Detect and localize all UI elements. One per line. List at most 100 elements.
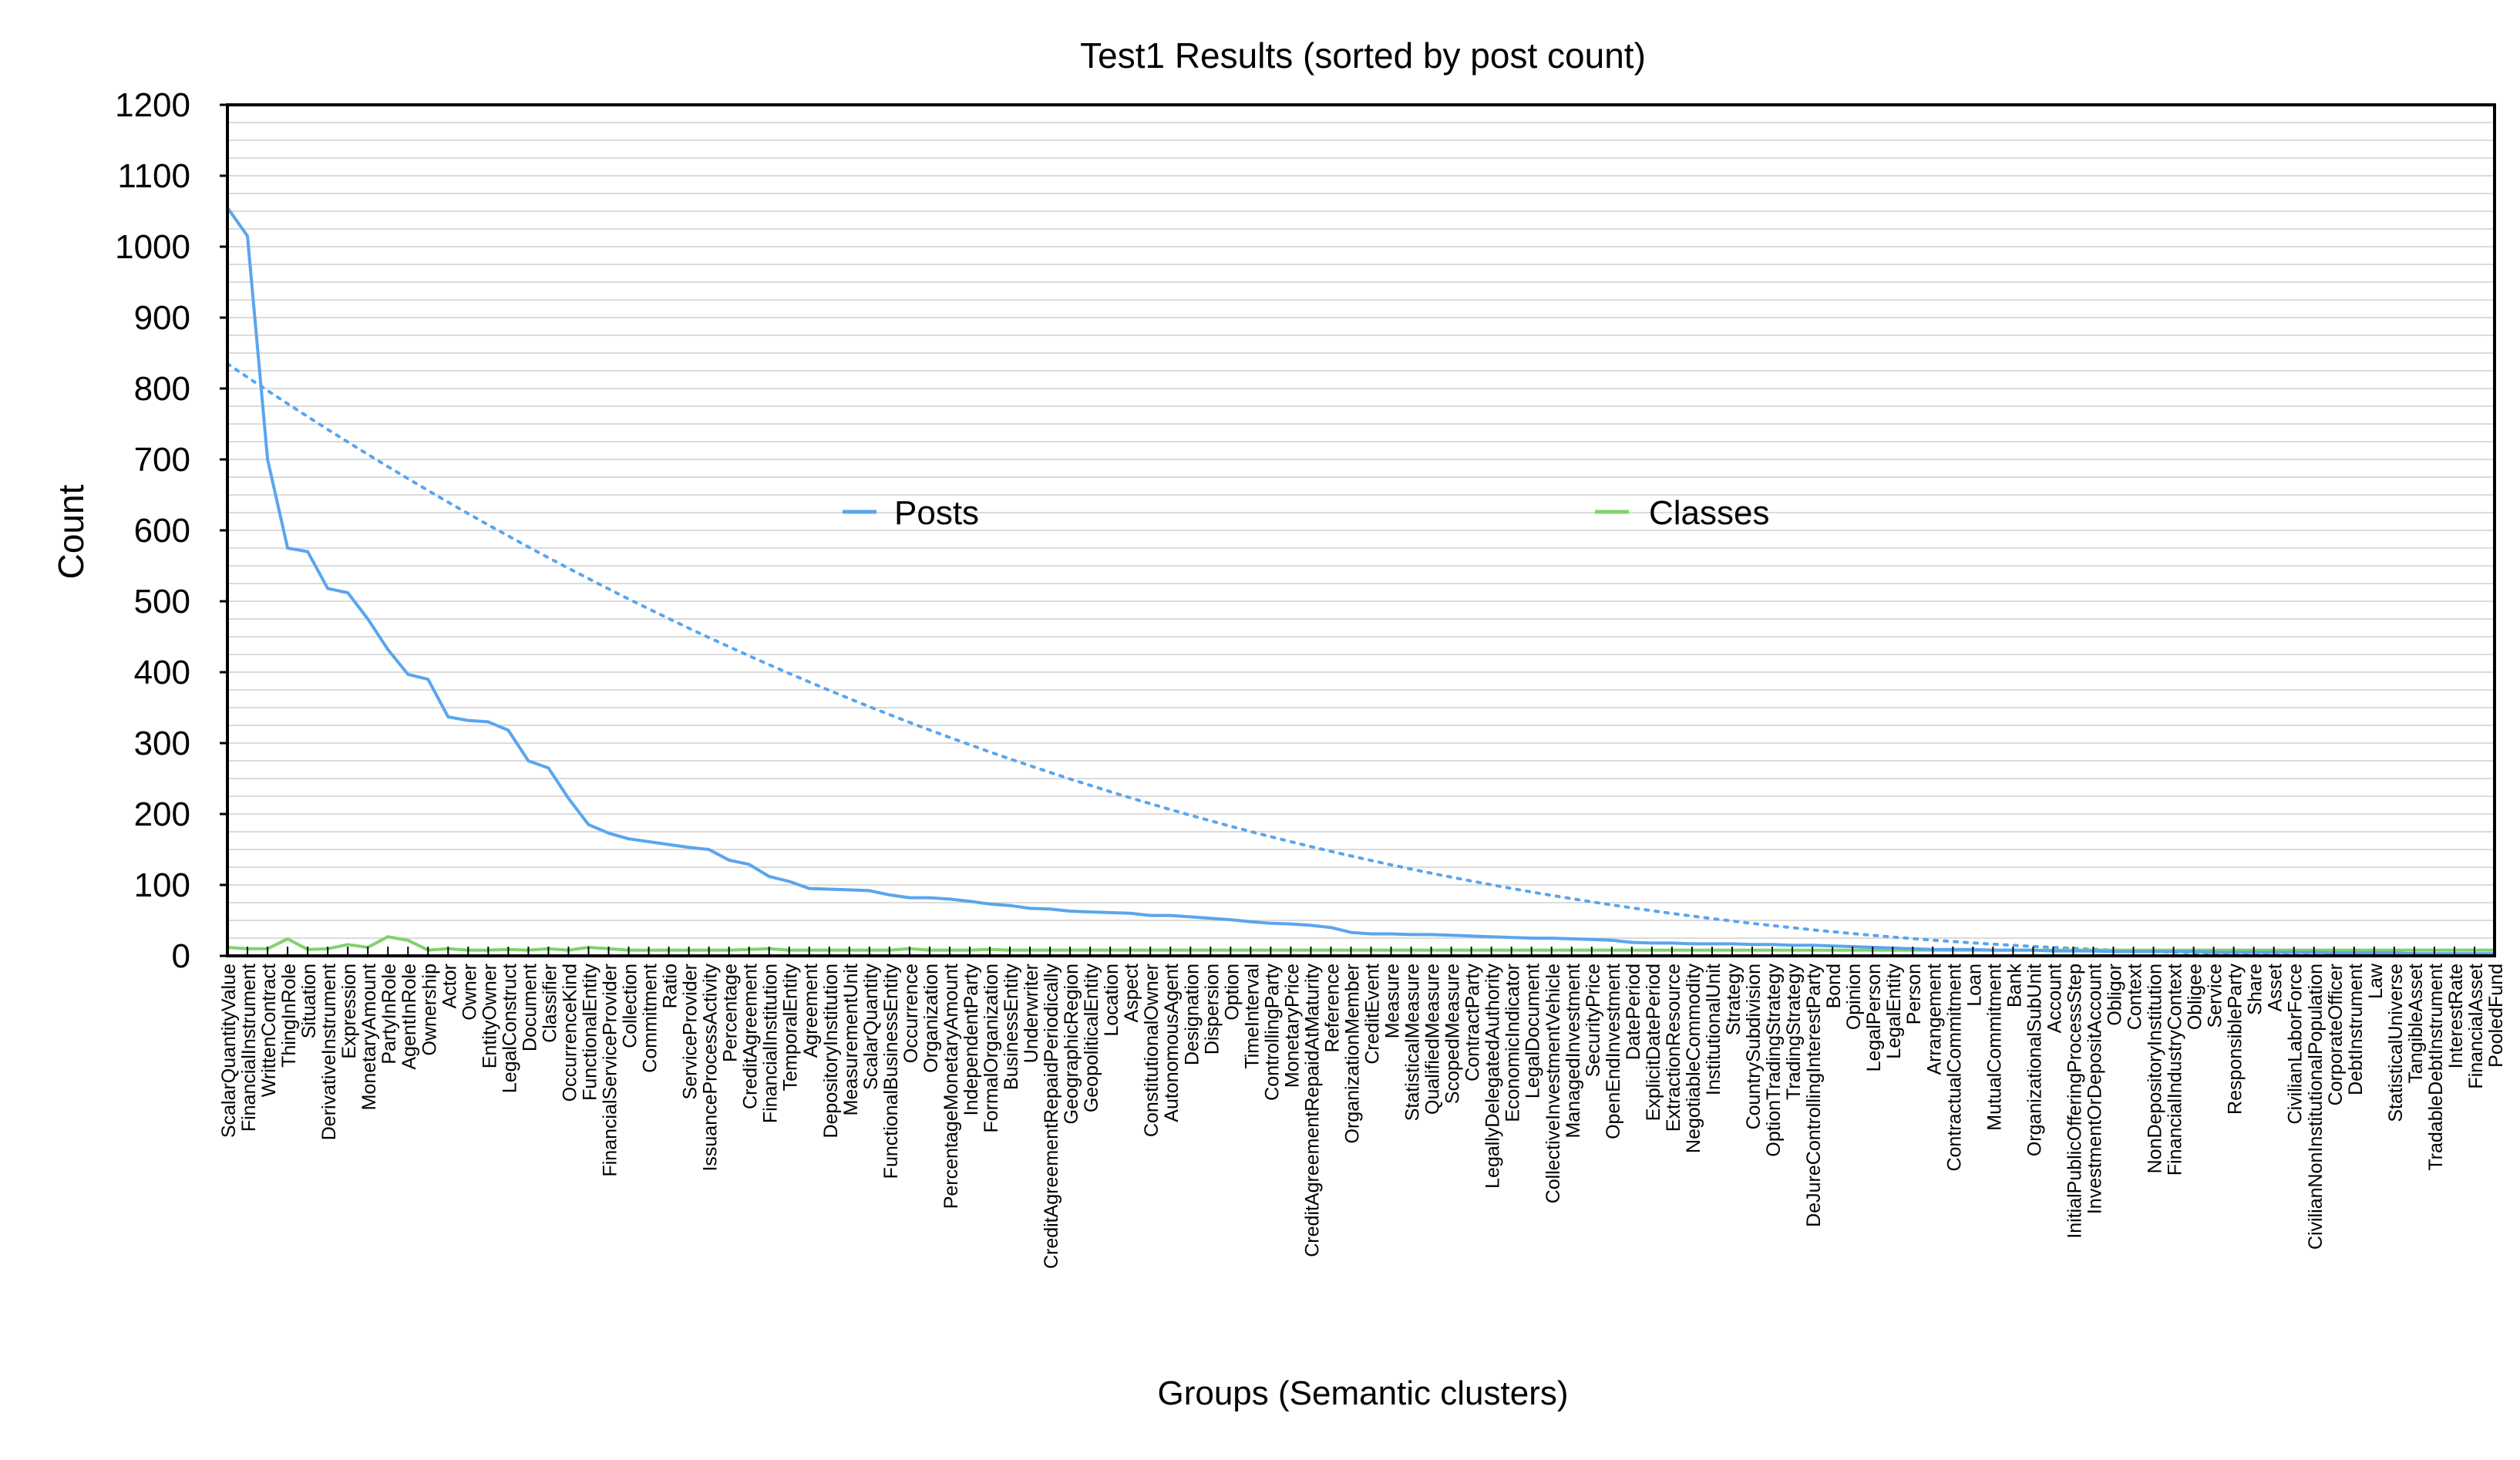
- x-tick-label: Measure: [1382, 964, 1404, 1038]
- data-point-posts: [387, 648, 389, 651]
- x-tick-label: AgentInRole: [399, 964, 420, 1070]
- x-tick-label: MonetaryPrice: [1281, 964, 1303, 1088]
- x-tick-label: TimeInterval: [1241, 964, 1263, 1069]
- x-tick-label: GeographicRegion: [1061, 964, 1082, 1124]
- x-tick-label: ContractualCommitment: [1943, 964, 1965, 1172]
- x-tick-label: MeasurementUnit: [840, 964, 862, 1115]
- data-point-posts: [1310, 924, 1312, 927]
- x-tick-label: MonetaryAmount: [358, 964, 380, 1110]
- legend-item-classes: Classes: [1595, 494, 1770, 532]
- y-tick-label: 400: [134, 654, 190, 691]
- x-tick-label: CollectiveInvestmentVehicle: [1543, 964, 1564, 1203]
- x-tick-label: InvestmentOrDepositAccount: [2084, 964, 2105, 1214]
- x-tick-label: TradingStrategy: [1783, 964, 1805, 1100]
- data-point-posts: [989, 903, 991, 905]
- x-tick-label: Account: [2044, 964, 2065, 1033]
- x-tick-label: CreditAgreementRepaidAtMaturity: [1301, 964, 1323, 1257]
- data-point-posts: [688, 846, 690, 848]
- x-tick-label: FinancialInstrument: [238, 964, 260, 1132]
- data-point-posts: [889, 894, 890, 896]
- x-tick-label: ExplicitDatePeriod: [1643, 964, 1664, 1121]
- x-tick-label: Asset: [2265, 964, 2286, 1012]
- data-point-posts: [567, 798, 570, 799]
- data-point-posts: [467, 719, 469, 722]
- data-point-posts: [1531, 937, 1533, 939]
- x-tick-label: Agreement: [800, 964, 822, 1058]
- x-tick-label: CreditAgreement: [740, 964, 762, 1109]
- x-tick-label: Obligee: [2185, 964, 2206, 1030]
- x-tick-label: CivilianNonInstitutionalPopulation: [2305, 964, 2327, 1250]
- y-axis-label: Count: [51, 484, 91, 579]
- x-tick-label: DeJureControllingInterestParty: [1803, 964, 1825, 1227]
- x-tick-label: TangibleAsset: [2405, 964, 2427, 1084]
- data-point-classes: [287, 938, 288, 940]
- x-tick-label: Designation: [1181, 964, 1203, 1065]
- x-tick-label: Location: [1101, 964, 1122, 1037]
- data-point-posts: [909, 897, 910, 899]
- series-line-posts: [226, 207, 2495, 956]
- data-point-posts: [1751, 944, 1753, 945]
- x-tick-label: ThingInRole: [278, 964, 300, 1068]
- x-tick-label: Owner: [459, 964, 480, 1021]
- data-point-posts: [527, 760, 529, 762]
- x-tick-label: Share: [2245, 964, 2266, 1015]
- x-tick-label: DatePeriod: [1623, 964, 1644, 1060]
- x-tick-label: PooledFund: [2485, 964, 2507, 1068]
- x-tick-label: PartyInRole: [379, 964, 400, 1065]
- x-tick-label: Opinion: [1843, 964, 1865, 1030]
- x-tick-label: QualifiedMeasure: [1422, 964, 1444, 1115]
- x-tick-label: IndependentParty: [961, 964, 982, 1116]
- x-tick-label: TemporalEntity: [780, 964, 802, 1092]
- x-tick-label: NonDepositoryInstitution: [2145, 964, 2166, 1173]
- x-tick-label: Collection: [620, 964, 641, 1048]
- x-tick-label: LegalEntity: [1883, 964, 1905, 1059]
- x-tick-label: FinancialServiceProvider: [600, 964, 621, 1177]
- legend: Posts Classes: [843, 494, 1770, 532]
- y-tick-label: 0: [172, 937, 190, 975]
- x-tick-label: ContractParty: [1462, 964, 1484, 1082]
- x-tick-label: LegalDocument: [1522, 964, 1544, 1098]
- x-tick-label: DebtInstrument: [2345, 964, 2367, 1095]
- x-tick-label: InstitutionalUnit: [1703, 964, 1724, 1095]
- data-point-posts: [1471, 935, 1472, 937]
- x-tick-label: CountrySubdivision: [1743, 964, 1765, 1129]
- x-tick-label: ScalarQuantity: [860, 964, 882, 1090]
- data-point-posts: [1250, 921, 1251, 923]
- data-point-posts: [447, 716, 449, 718]
- data-point-posts: [1210, 917, 1211, 919]
- x-tick-label: FinancialInstitution: [760, 964, 782, 1123]
- data-point-posts: [427, 678, 429, 680]
- x-tick-label: EntityOwner: [479, 964, 500, 1068]
- data-point-posts: [949, 898, 950, 900]
- y-tick-label: 1200: [115, 86, 190, 124]
- y-tick-label: 200: [134, 796, 190, 833]
- x-tick-label: DerivativeInstrument: [318, 964, 340, 1140]
- data-point-posts: [1451, 934, 1452, 936]
- x-tick-label: Occurrence: [900, 964, 922, 1063]
- data-point-posts: [1009, 905, 1011, 907]
- x-tick-label: OccurrenceKind: [559, 964, 580, 1102]
- y-axis-ticks: 0 100 200 300 400 500 600 700 800 900 1000 1100 1200: [115, 86, 227, 975]
- data-point-posts: [1069, 910, 1071, 912]
- x-tick-label: LegalConstruct: [499, 964, 520, 1093]
- x-tick-label: ScalarQuantityValue: [218, 964, 240, 1138]
- x-tick-label: Expression: [338, 964, 360, 1059]
- x-tick-label: WrittenContract: [258, 964, 280, 1097]
- data-point-posts: [1169, 914, 1171, 917]
- data-point-posts: [1029, 907, 1031, 909]
- data-point-posts: [1832, 945, 1833, 947]
- x-tick-label: FunctionalBusinessEntity: [880, 964, 902, 1179]
- x-tick-label: ControllingParty: [1261, 964, 1283, 1101]
- x-tick-label: Actor: [439, 964, 460, 1008]
- x-tick-label: LegallyDelegatedAuthority: [1482, 964, 1504, 1189]
- data-point-posts: [547, 767, 550, 769]
- x-tick-label: ScopedMeasure: [1442, 964, 1464, 1104]
- x-tick-label: Law: [2365, 963, 2387, 999]
- x-tick-label: Arrangement: [1923, 964, 1945, 1075]
- x-tick-label: FinancialIndustryContext: [2165, 964, 2186, 1176]
- x-tick-label: Reference: [1321, 964, 1343, 1052]
- x-tick-label: FunctionalEntity: [579, 964, 601, 1101]
- x-tick-label: Percentage: [720, 964, 742, 1062]
- x-tick-label: OptionTradingStrategy: [1763, 964, 1785, 1157]
